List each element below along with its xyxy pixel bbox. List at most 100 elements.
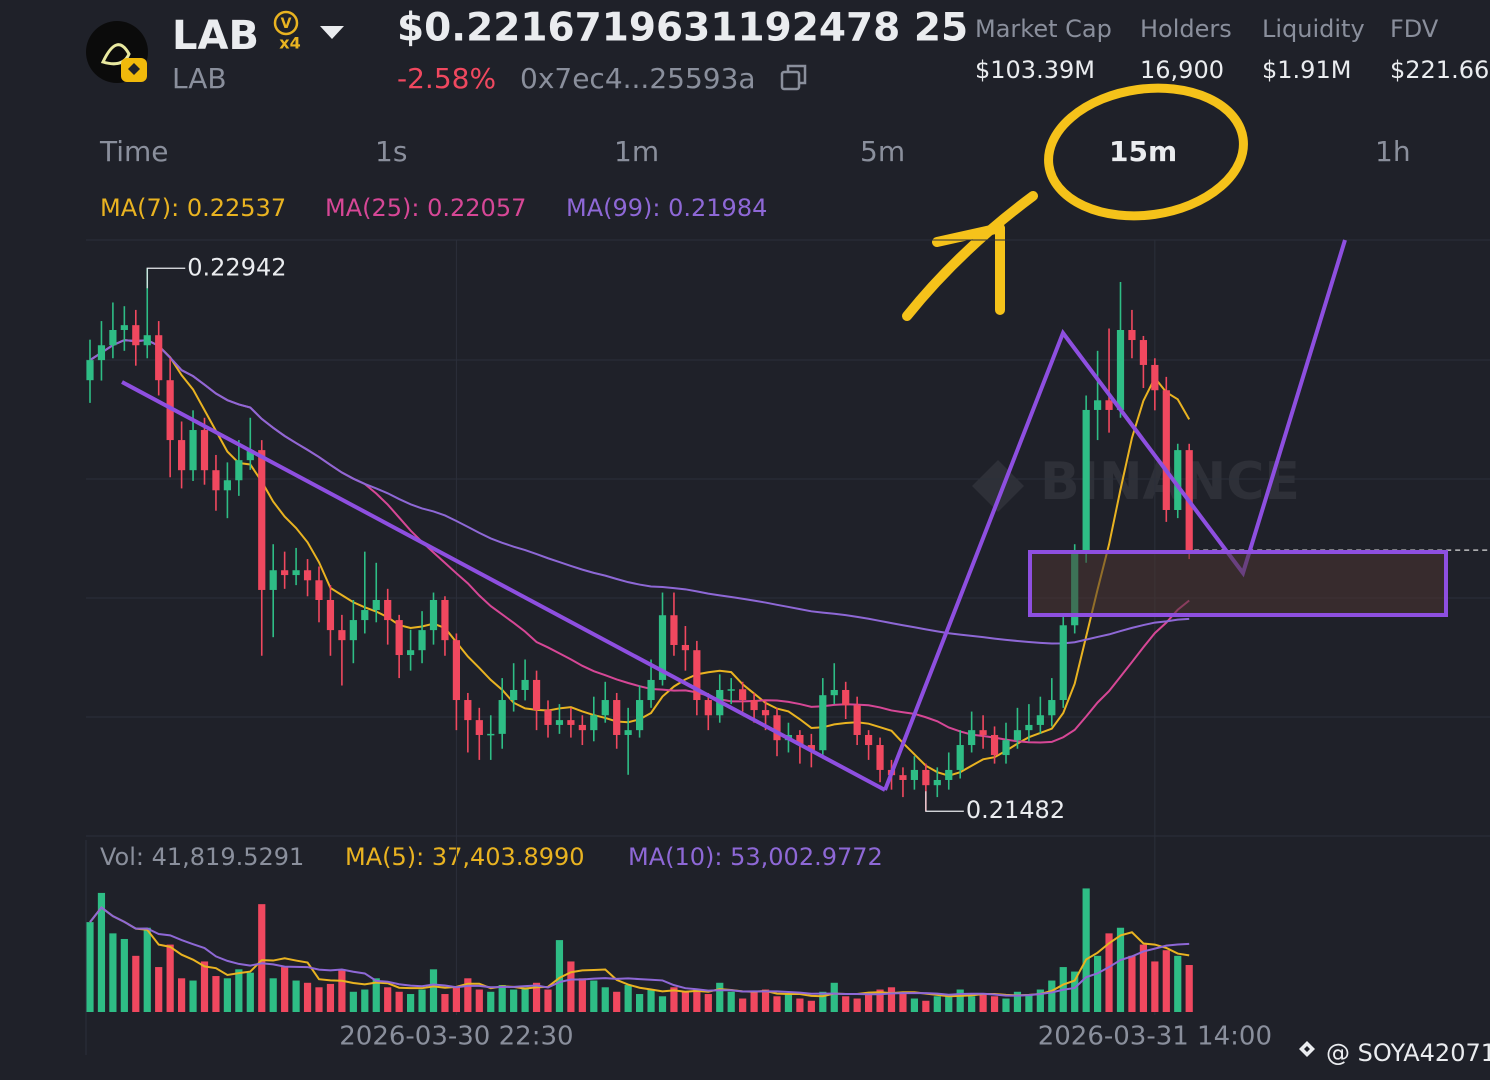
candle-body: [578, 724, 586, 731]
volume-bar: [120, 938, 128, 1012]
volume-bar: [567, 961, 575, 1012]
token-subtitle: LAB: [172, 62, 227, 95]
token-symbol: LAB: [172, 13, 259, 59]
highlight-arrow: [902, 191, 1038, 321]
volume-bar: [555, 940, 564, 1012]
volume-bar: [1139, 944, 1147, 1012]
candle-body: [97, 345, 106, 361]
candle-body: [532, 679, 541, 711]
ma-label: MA(99): 0.21984: [566, 194, 767, 222]
candle-body: [86, 360, 94, 381]
interval-tab[interactable]: 15m: [1109, 135, 1177, 168]
candle-body: [292, 570, 300, 576]
volume-label: MA(10): 53,002.9772: [628, 843, 883, 871]
volume-bar: [487, 991, 495, 1012]
volume-bar: [1105, 933, 1113, 1012]
volume-bar: [1082, 888, 1090, 1012]
volume-bar: [624, 985, 632, 1012]
volume-bar: [475, 989, 483, 1012]
volume-bar: [418, 989, 426, 1012]
candle-body: [670, 615, 678, 645]
volume-bar: [853, 998, 861, 1012]
copy-icon[interactable]: [780, 64, 807, 91]
volume-bar: [212, 976, 220, 1012]
candle-body: [658, 615, 667, 680]
volume-bar: [384, 987, 392, 1012]
candle-body: [899, 775, 907, 780]
volume-bar: [1002, 998, 1010, 1012]
candle-body: [281, 570, 289, 576]
stat-label: Market Cap: [975, 15, 1112, 43]
volume-bar: [372, 978, 380, 1012]
dropdown-arrow[interactable]: [320, 26, 344, 39]
stat-value: 16,900: [1140, 56, 1224, 84]
volume-bar: [235, 969, 243, 1012]
interval-tab[interactable]: 5m: [860, 135, 905, 168]
candle-body: [555, 720, 564, 725]
volume-bar: [1071, 971, 1079, 1012]
volume-bar: [361, 989, 369, 1012]
volume-bar: [739, 998, 747, 1012]
candle-body: [1059, 625, 1067, 701]
candle-body: [876, 745, 884, 770]
volume-bar: [658, 996, 667, 1012]
high-marker: [146, 267, 186, 289]
interval-tab[interactable]: 1h: [1375, 135, 1411, 168]
token-logo: [86, 21, 148, 83]
volume-bar: [532, 982, 541, 1012]
x-tick-label: 2026-03-31 14:00: [1038, 1022, 1272, 1052]
volume-bar: [338, 969, 346, 1012]
candle-body: [315, 580, 323, 600]
ma-line: [89, 339, 1190, 645]
volume-ma-line: [89, 906, 1190, 997]
volume-bar: [1162, 950, 1170, 1012]
interval-tab[interactable]: 1m: [614, 135, 659, 168]
stat-label: FDV: [1390, 15, 1439, 43]
candle-body: [258, 450, 266, 590]
contract-address: 0x7ec4...25593a: [520, 62, 756, 95]
candle-body: [212, 470, 220, 491]
volume-bar: [727, 991, 735, 1012]
watermark-logo: [972, 460, 1024, 512]
volume-bar: [922, 1000, 930, 1012]
candle-body: [235, 460, 243, 481]
candle-body: [819, 695, 827, 751]
ma-label: MA(7): 0.22537: [100, 194, 286, 222]
credit-logo: [1299, 1041, 1315, 1057]
volume-bar: [693, 989, 701, 1012]
candle-body: [601, 700, 609, 716]
volume-bar: [200, 961, 209, 1012]
volume-bar: [166, 944, 174, 1012]
volume-bar: [223, 978, 231, 1012]
volume-bar: [1185, 965, 1193, 1012]
highlight-circle: [1044, 83, 1248, 221]
volume-bar: [578, 978, 586, 1012]
volume-bar: [1036, 989, 1044, 1012]
interval-tab[interactable]: Time: [99, 135, 169, 168]
volume-bar: [647, 989, 655, 1012]
candle-body: [761, 710, 770, 716]
x-tick-label: 2026-03-30 22:30: [339, 1022, 573, 1052]
candle-body: [636, 700, 644, 731]
interval-tab[interactable]: 1s: [375, 135, 407, 168]
candle-body: [349, 620, 357, 641]
candle-body: [1002, 740, 1010, 756]
candle-body: [830, 689, 838, 696]
candle-body: [750, 700, 758, 711]
volume-bar: [613, 991, 621, 1012]
volume-bar: [865, 994, 873, 1012]
candle-body: [1013, 730, 1022, 741]
volume-bar: [349, 991, 357, 1012]
candle-body: [945, 769, 953, 780]
volume-bar: [1174, 955, 1182, 1012]
candle-body: [407, 650, 415, 656]
volume-bar: [819, 991, 827, 1012]
candle-body: [326, 599, 335, 631]
volume-bar: [281, 967, 289, 1012]
candle-body: [1082, 409, 1090, 551]
badge-icon: [273, 10, 299, 36]
candle-body: [1048, 700, 1056, 716]
